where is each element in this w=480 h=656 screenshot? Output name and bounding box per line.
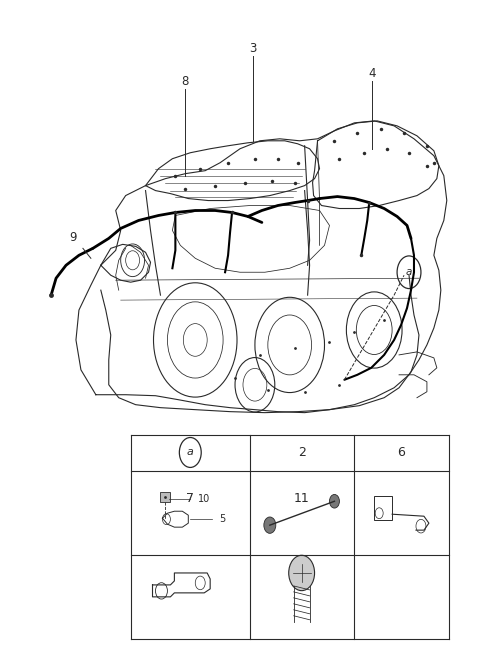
Text: a: a bbox=[187, 447, 194, 457]
Text: a: a bbox=[406, 267, 412, 277]
Text: 11: 11 bbox=[294, 492, 310, 504]
Circle shape bbox=[288, 555, 314, 590]
Text: 9: 9 bbox=[69, 231, 77, 244]
Text: 8: 8 bbox=[181, 75, 189, 87]
Text: 4: 4 bbox=[369, 67, 376, 79]
Bar bbox=[160, 492, 170, 502]
Circle shape bbox=[264, 517, 276, 533]
Text: 6: 6 bbox=[397, 446, 405, 459]
Text: 5: 5 bbox=[219, 514, 226, 524]
Text: 7: 7 bbox=[186, 492, 194, 504]
Circle shape bbox=[329, 495, 339, 508]
Text: 3: 3 bbox=[249, 42, 257, 54]
Text: 10: 10 bbox=[198, 494, 211, 504]
Text: 2: 2 bbox=[298, 446, 306, 459]
Bar bbox=[374, 497, 392, 520]
